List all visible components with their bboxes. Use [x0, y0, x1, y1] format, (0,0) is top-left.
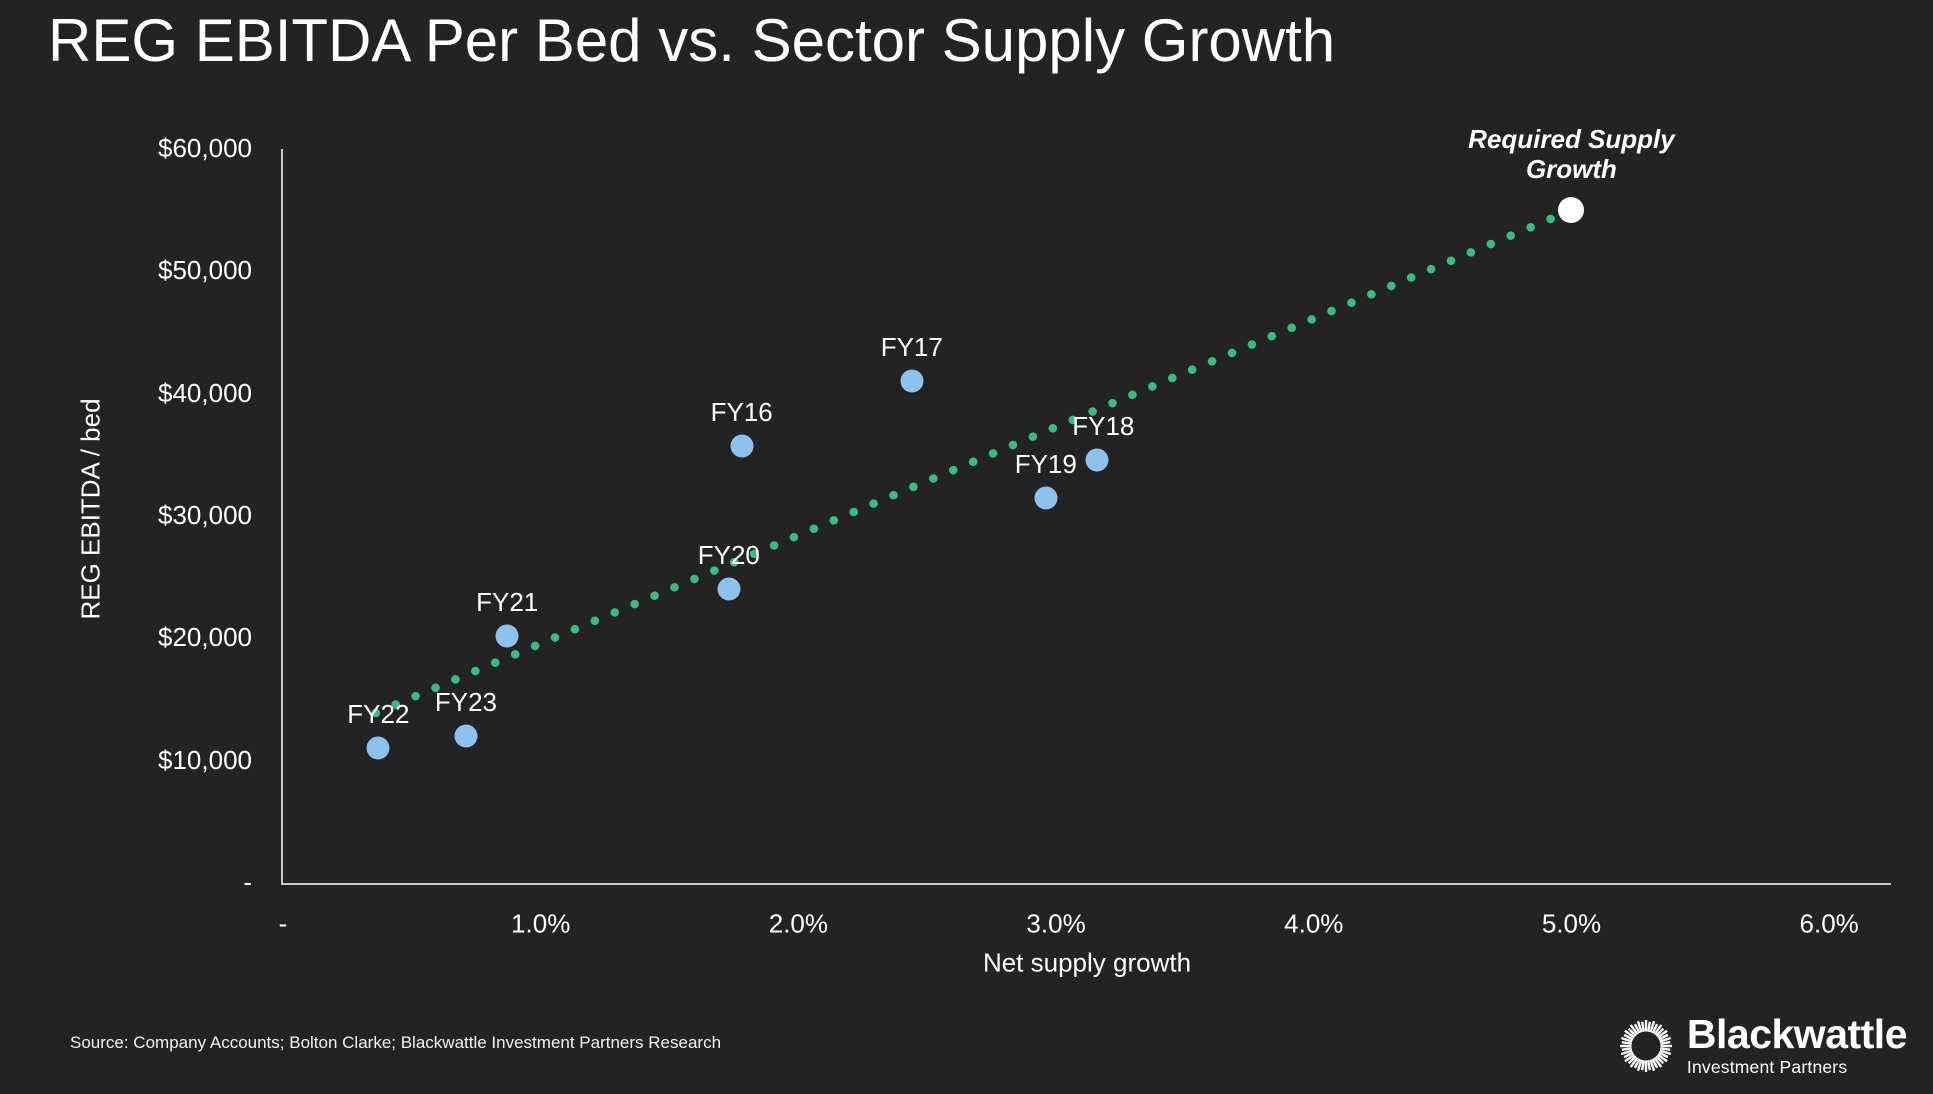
- y-axis-tick-label: $20,000: [158, 622, 252, 653]
- plot-area: REG EBITDA / bed Net supply growth $60,0…: [76, 124, 1891, 978]
- logo-subtitle: Investment Partners: [1686, 1057, 1848, 1077]
- y-axis-tick-label: $10,000: [158, 744, 252, 775]
- fy22-point: [366, 736, 390, 760]
- fy18-label: FY18: [1072, 410, 1135, 441]
- fy20-label: FY20: [697, 540, 760, 571]
- x-axis-tick-label: 5.0%: [1541, 908, 1602, 939]
- x-axis-tick-label: 3.0%: [1026, 908, 1086, 939]
- fy21-point: [495, 624, 519, 648]
- x-axis-tick-label: 4.0%: [1284, 908, 1344, 939]
- page-title: REG EBITDA Per Bed vs. Sector Supply Gro…: [48, 7, 1336, 74]
- y-axis-tick-label: $30,000: [158, 499, 252, 530]
- required-supply-growth-point: [1558, 197, 1585, 224]
- y-axis-tick-label: $50,000: [158, 255, 252, 286]
- x-axis-tick-label: -: [278, 908, 288, 939]
- x-axis-tick-label: 2.0%: [768, 908, 829, 939]
- fy16-point: [730, 434, 754, 458]
- y-axis-tick-label: $60,000: [158, 132, 252, 163]
- x-axis-tick-label: 6.0%: [1799, 908, 1859, 939]
- fy17-label: FY17: [880, 332, 943, 363]
- fy18-point: [1085, 448, 1109, 472]
- fy19-point: [1034, 486, 1058, 510]
- fy17-point: [900, 369, 924, 393]
- logo-text: Blackwattle Investment Partners: [1686, 1011, 1908, 1078]
- logo-name: Blackwattle: [1686, 1011, 1908, 1057]
- fy22-label: FY22: [347, 699, 410, 730]
- y-axis-tick-label: $40,000: [158, 377, 252, 408]
- starburst-icon: [1619, 1020, 1672, 1072]
- required-supply-growth-label: Required Supply Growth: [1468, 124, 1675, 185]
- fy16-label: FY16: [710, 397, 773, 428]
- fy20-point: [717, 577, 741, 601]
- fy21-label: FY21: [476, 586, 539, 617]
- x-axis-tick-label: 1.0%: [511, 908, 571, 939]
- fy19-label: FY19: [1014, 448, 1077, 479]
- blackwattle-logo: Blackwattle Investment Partners: [1618, 1011, 1908, 1078]
- x-axis-title: Net supply growth: [982, 947, 1192, 978]
- fy23-point: [454, 724, 478, 748]
- trend-line: [371, 205, 1576, 718]
- fy23-label: FY23: [434, 687, 498, 718]
- y-axis-tick-label: -: [243, 866, 252, 897]
- source-text: Source: Company Accounts; Bolton Clarke;…: [70, 1033, 722, 1052]
